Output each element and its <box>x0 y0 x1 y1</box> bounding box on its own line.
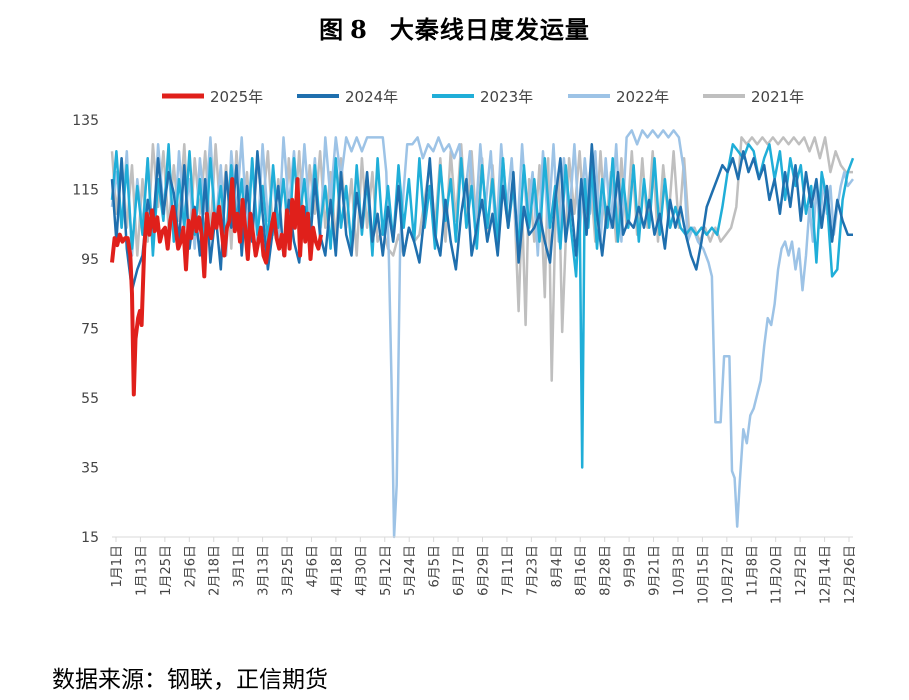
x-tick-label: 4月6日 <box>305 545 320 588</box>
x-tick-label: 1月1日 <box>110 545 125 588</box>
x-tick-label: 7月23日 <box>525 545 540 596</box>
x-tick-label: 4月30日 <box>354 545 369 596</box>
x-tick-label: 11月8日 <box>745 545 760 596</box>
legend-label: 2025年 <box>210 88 263 106</box>
x-tick-label: 8月4日 <box>550 545 565 588</box>
legend: 2025年 2024年 2023年 2022年 2021年 <box>162 88 804 106</box>
x-tick-label: 2月6日 <box>183 545 198 588</box>
x-tick-label: 3月25日 <box>281 545 296 596</box>
y-tick-label: 35 <box>81 461 99 477</box>
x-tick-label: 3月13日 <box>257 545 272 596</box>
series-lines <box>110 129 855 539</box>
x-tick-label: 10月3日 <box>672 545 687 596</box>
x-tick-label: 6月17日 <box>452 545 467 596</box>
y-axis: 15 35 55 75 95 115 135 <box>72 113 99 546</box>
y-tick-label: 135 <box>72 113 99 129</box>
x-tick-label: 7月11日 <box>501 545 516 596</box>
legend-label: 2024年 <box>345 88 398 106</box>
y-tick-label: 95 <box>81 252 99 268</box>
series-line-2025年 <box>110 177 323 397</box>
x-tick-label: 11月20日 <box>770 545 785 604</box>
x-tick-label: 12月14日 <box>819 545 834 604</box>
x-tick-label: 2月18日 <box>208 545 223 596</box>
x-tick-label: 10月27日 <box>721 545 736 604</box>
y-tick-label: 15 <box>81 530 99 546</box>
legend-label: 2022年 <box>616 88 669 106</box>
x-tick-label: 12月26日 <box>843 545 858 604</box>
x-tick-label: 5月12日 <box>379 545 394 596</box>
x-tick-label: 6月5日 <box>428 545 443 588</box>
x-tick-label: 4月18日 <box>330 545 345 596</box>
x-tick-label: 3月1日 <box>232 545 247 588</box>
y-tick-label: 55 <box>81 391 99 407</box>
series-line-2022年 <box>110 129 854 539</box>
y-tick-label: 115 <box>72 183 99 199</box>
x-tick-label: 10月15日 <box>696 545 711 604</box>
line-chart: 2025年 2024年 2023年 2022年 2021年 15355575951151… <box>72 88 858 604</box>
x-tick-label: 8月28日 <box>599 545 614 596</box>
series-line-2024年 <box>110 143 853 292</box>
x-tick-label: 5月24日 <box>403 545 418 596</box>
x-axis: 1月1日 1月13日 1月25日 2月6日 2月18日 3月1日 3月13日 3月25日 4月6… <box>110 536 858 604</box>
x-tick-label: 12月2日 <box>794 545 809 596</box>
legend-label: 2023年 <box>480 88 533 106</box>
x-tick-label: 1月25日 <box>159 545 174 596</box>
x-tick-label: 9月21日 <box>648 545 663 596</box>
source-note: 数据来源：钢联，正信期货 <box>52 667 328 693</box>
x-tick-label: 6月29日 <box>477 545 492 596</box>
legend-label: 2021年 <box>751 88 804 106</box>
chart-title: 图 8 大秦线日度发运量 <box>319 15 590 44</box>
x-tick-label: 8月16日 <box>574 545 589 596</box>
x-tick-label: 1月13日 <box>134 545 149 596</box>
x-tick-label: 9月9日 <box>623 545 638 588</box>
y-tick-label: 75 <box>81 322 99 338</box>
